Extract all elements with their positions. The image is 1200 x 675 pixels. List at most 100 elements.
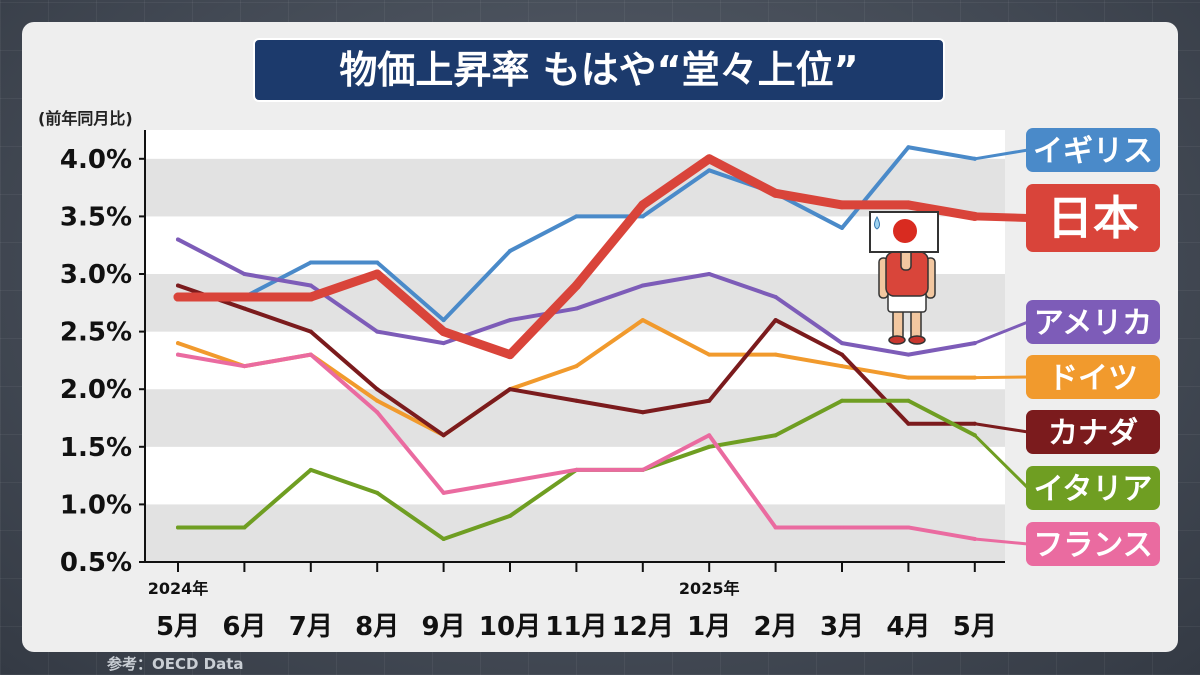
legend-label: アメリカ bbox=[1034, 306, 1153, 341]
mascot-leg bbox=[910, 309, 922, 339]
data-point bbox=[574, 398, 579, 403]
data-point bbox=[308, 467, 313, 472]
year-label: 2024年 bbox=[148, 579, 209, 598]
x-tick-label: 9月 bbox=[422, 612, 466, 642]
data-point bbox=[574, 364, 579, 369]
data-point bbox=[906, 398, 911, 403]
data-point bbox=[176, 237, 180, 242]
data-point bbox=[837, 200, 847, 210]
x-tick-label: 6月 bbox=[222, 612, 266, 642]
legend-box bbox=[1026, 184, 1160, 252]
data-point bbox=[574, 467, 579, 472]
x-tick-label: 5月 bbox=[156, 612, 200, 642]
data-point bbox=[375, 490, 380, 495]
data-point bbox=[840, 352, 844, 357]
mascot-flag-sun bbox=[893, 219, 917, 243]
data-point bbox=[840, 341, 844, 346]
legend-label: イタリア bbox=[1034, 472, 1153, 507]
source-note: 参考：OECD Data bbox=[107, 655, 244, 673]
data-point bbox=[375, 410, 380, 415]
data-point bbox=[773, 525, 778, 530]
y-tick-label: 0.5% bbox=[60, 548, 132, 578]
data-point bbox=[176, 525, 180, 530]
data-point bbox=[840, 225, 844, 230]
y-tick-label: 2.5% bbox=[60, 318, 132, 348]
data-point bbox=[242, 306, 247, 311]
data-point bbox=[640, 318, 645, 323]
x-tick-label: 3月 bbox=[820, 612, 864, 642]
legend-connector bbox=[973, 375, 1030, 380]
legend-box bbox=[1026, 466, 1160, 510]
legend-label: イギリス bbox=[1033, 134, 1153, 169]
data-point bbox=[308, 352, 313, 357]
data-point bbox=[906, 145, 911, 150]
legend-connector bbox=[973, 148, 1030, 161]
legend-connector bbox=[970, 212, 1032, 222]
y-tick-label: 3.0% bbox=[60, 260, 132, 290]
legend-label: カナダ bbox=[1048, 416, 1138, 451]
data-point bbox=[707, 444, 712, 449]
data-point bbox=[308, 260, 313, 265]
grid-band bbox=[145, 216, 1005, 274]
y-tick-label: 1.0% bbox=[60, 490, 132, 520]
x-tick-label: 7月 bbox=[289, 612, 333, 642]
data-point bbox=[707, 272, 712, 276]
plot-bands bbox=[145, 130, 1005, 562]
grid-band bbox=[145, 446, 1005, 505]
data-point bbox=[508, 248, 512, 253]
data-point bbox=[508, 387, 512, 392]
data-point bbox=[903, 200, 913, 210]
legend-label: 日本 bbox=[1047, 191, 1139, 245]
data-point bbox=[574, 306, 579, 311]
sweat-drop-icon bbox=[874, 215, 880, 230]
data-point bbox=[375, 387, 380, 392]
grid-band bbox=[145, 389, 1005, 447]
data-point bbox=[773, 295, 778, 300]
data-point bbox=[707, 168, 712, 173]
data-point bbox=[571, 281, 581, 291]
legend-box bbox=[1026, 522, 1160, 566]
data-point bbox=[906, 375, 911, 380]
x-tick-label: 8月 bbox=[355, 612, 399, 642]
legend-connector bbox=[973, 433, 1030, 490]
legend-label: ドイツ bbox=[1048, 361, 1138, 396]
series-group bbox=[173, 154, 980, 360]
data-point bbox=[638, 200, 648, 210]
data-point bbox=[508, 513, 512, 518]
data-point bbox=[308, 329, 313, 334]
data-point bbox=[640, 410, 645, 415]
data-point bbox=[439, 327, 449, 337]
x-tick-label: 10月 bbox=[479, 612, 541, 642]
year-label: 2025年 bbox=[679, 579, 740, 598]
mascot-illustration bbox=[869, 211, 939, 345]
data-point bbox=[840, 364, 844, 369]
data-point bbox=[441, 341, 446, 346]
data-point bbox=[308, 283, 313, 288]
legend-connector bbox=[973, 537, 1030, 546]
data-point bbox=[173, 292, 183, 302]
data-point bbox=[640, 467, 645, 472]
data-point bbox=[771, 188, 781, 198]
data-point bbox=[840, 525, 844, 530]
grid-band bbox=[145, 504, 1005, 562]
y-tick-label: 3.5% bbox=[60, 202, 132, 232]
data-point bbox=[508, 318, 512, 323]
x-tick-label: 11月 bbox=[545, 612, 607, 642]
legend-connector bbox=[973, 320, 1030, 345]
legend-label: フランス bbox=[1033, 528, 1152, 563]
data-point bbox=[773, 318, 778, 323]
data-point bbox=[441, 433, 446, 438]
data-point bbox=[176, 341, 180, 346]
data-point bbox=[441, 318, 446, 323]
x-tick-label: 12月 bbox=[612, 612, 674, 642]
data-point bbox=[242, 364, 247, 369]
data-point bbox=[906, 352, 911, 357]
series-group bbox=[176, 283, 977, 438]
y-tick-label: 2.0% bbox=[60, 375, 132, 405]
data-point bbox=[707, 398, 712, 403]
x-tick-label: 1月 bbox=[687, 612, 731, 642]
data-point bbox=[574, 214, 579, 219]
data-point bbox=[375, 398, 380, 403]
